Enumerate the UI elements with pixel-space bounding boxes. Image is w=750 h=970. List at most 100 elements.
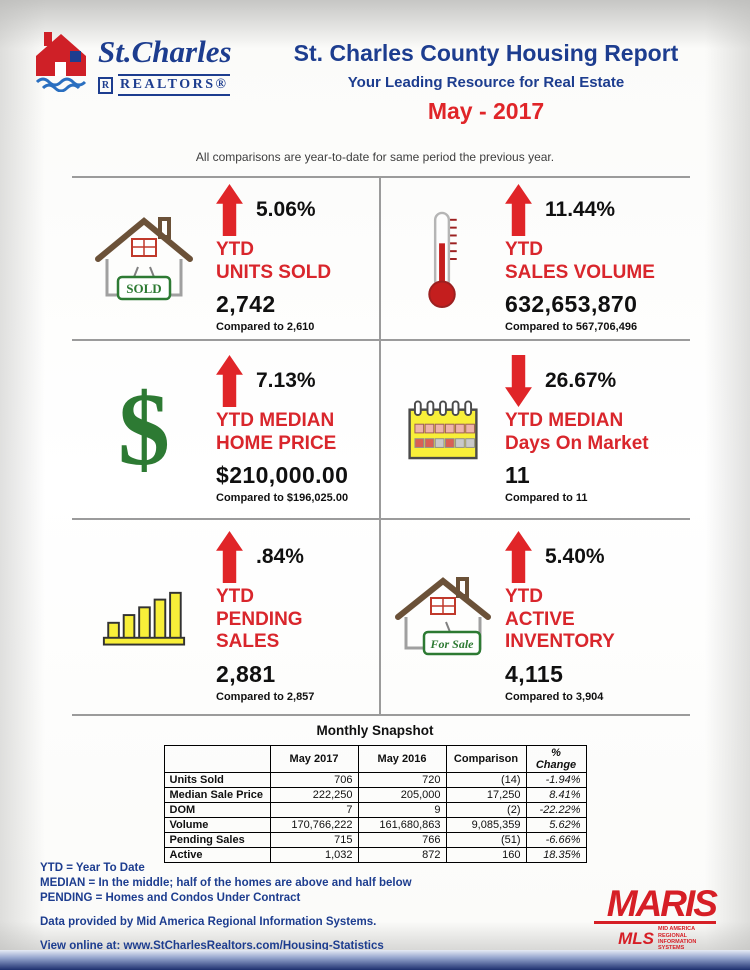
stat-percent: 5.40% <box>545 545 605 569</box>
mls-label: MLS <box>618 929 654 949</box>
cell-comparison: (14) <box>445 772 527 788</box>
maris-wordmark: MARIS <box>606 883 718 924</box>
stat-block: 26.67% YTD MEDIAN Days On Market 11 Comp… <box>505 355 649 504</box>
col-comparison: Comparison <box>445 745 527 773</box>
for-sale-house-icon: For Sale <box>381 574 505 660</box>
stat-label: UNITS SOLD <box>216 261 332 283</box>
stat-compared: Compared to $196,025.00 <box>216 491 349 504</box>
comparison-note: All comparisons are year-to-date for sam… <box>195 150 555 164</box>
stat-median-home-price: $ 7.13% YTD MEDIAN HOME PRICE $210,000.0… <box>72 341 381 520</box>
cell-may2016: 205,000 <box>357 787 447 803</box>
stat-percent: 26.67% <box>545 369 617 393</box>
page-subtitle: Your Leading Resource for Real Estate <box>347 74 625 91</box>
logo-realtors-label: REALTORS® <box>118 74 231 96</box>
stat-label: YTD <box>505 586 543 608</box>
cell-may2017: 170,766,222 <box>269 817 359 833</box>
logo-sub: R REALTORS® <box>98 74 232 96</box>
red-house-logo-icon <box>34 30 90 97</box>
table-row: Pending Sales 715 766 (51) -6.66% <box>163 832 587 848</box>
footnotes: YTD = Year To Date MEDIAN = In the middl… <box>40 861 585 954</box>
cell-change: 5.62% <box>525 817 587 833</box>
thermometer-icon <box>381 210 505 308</box>
row-label: Volume <box>163 817 271 833</box>
stat-label: YTD MEDIAN <box>505 410 624 432</box>
up-arrow-icon <box>216 184 243 237</box>
stat-label: Days On Market <box>505 432 649 454</box>
up-arrow-icon <box>505 531 532 584</box>
page-title: St. Charles County Housing Report <box>293 40 679 66</box>
table-row: Units Sold 706 720 (14) -1.94% <box>163 772 587 788</box>
definition-ytd: YTD = Year To Date <box>40 862 145 874</box>
stat-label: PENDING <box>216 608 303 630</box>
view-online-link[interactable]: View online at: www.StCharlesRealtors.co… <box>40 939 384 952</box>
stat-label: SALES <box>216 631 280 653</box>
stat-label: ACTIVE <box>505 608 575 630</box>
stat-block: 7.13% YTD MEDIAN HOME PRICE $210,000.00 … <box>216 355 348 504</box>
stat-value: 4,115 <box>505 660 564 687</box>
row-label: Units Sold <box>163 772 271 788</box>
cell-may2017: 715 <box>269 832 359 848</box>
stat-label: YTD <box>505 239 543 261</box>
table-row: Median Sale Price 222,250 205,000 17,250… <box>163 787 587 803</box>
report-titles: St. Charles County Housing Report Your L… <box>256 26 716 125</box>
logo-text: St.Charles R REALTORS® <box>98 36 232 96</box>
cell-change: 8.41% <box>525 787 587 803</box>
stat-value: 2,881 <box>216 660 276 687</box>
cell-may2016: 9 <box>357 802 447 818</box>
stat-value: 632,653,870 <box>505 290 638 317</box>
stat-label: YTD <box>216 586 254 608</box>
col-may-2017: May 2017 <box>269 745 359 773</box>
bar-chart-icon <box>72 588 216 646</box>
dollar-icon: $ <box>118 371 170 487</box>
snapshot-title: Monthly Snapshot <box>316 723 434 738</box>
down-arrow-icon <box>505 355 532 408</box>
monthly-snapshot-table: May 2017 May 2016 Comparison % Change Un… <box>163 745 587 863</box>
stat-percent: 7.13% <box>256 369 316 393</box>
sold-sign-label: SOLD <box>126 281 161 296</box>
col-percent-change: % Change <box>525 745 587 773</box>
cell-change: -1.94% <box>525 772 587 788</box>
maris-bottom: MLS MID AMERICA REGIONAL INFORMATION SYS… <box>594 921 716 951</box>
stat-percent: .84% <box>256 545 304 569</box>
stat-compared: Compared to 3,904 <box>505 690 604 703</box>
table-header-row: May 2017 May 2016 Comparison % Change <box>163 745 587 773</box>
stat-compared: Compared to 2,610 <box>216 320 315 333</box>
stat-block: 5.40% YTD ACTIVE INVENTORY 4,115 Compare… <box>505 531 615 703</box>
stat-pending-sales: .84% YTD PENDING SALES 2,881 Compared to… <box>72 520 381 714</box>
logo-name: St.Charles <box>98 34 232 69</box>
up-arrow-icon <box>505 184 532 237</box>
cell-comparison: (2) <box>445 802 527 818</box>
stat-compared: Compared to 567,706,496 <box>505 320 638 333</box>
definition-pending: PENDING = Homes and Condos Under Contrac… <box>40 891 301 904</box>
up-arrow-icon <box>216 355 243 408</box>
bottom-accent-bar <box>0 950 750 970</box>
cell-comparison: 9,085,359 <box>445 817 527 833</box>
stat-block: 5.06% YTD UNITS SOLD 2,742 Compared to 2… <box>216 184 331 333</box>
calendar-icon <box>381 399 505 460</box>
monthly-snapshot-section: Monthly Snapshot May 2017 May 2016 Compa… <box>0 723 750 863</box>
stat-block: .84% YTD PENDING SALES 2,881 Compared to… <box>216 531 314 703</box>
cell-may2017: 222,250 <box>269 787 359 803</box>
cell-change: -6.66% <box>525 832 587 848</box>
report-header: St.Charles R REALTORS® St. Charles Count… <box>34 26 716 125</box>
cell-may2017: 706 <box>269 772 359 788</box>
cell-may2016: 161,680,863 <box>357 817 447 833</box>
stat-label: HOME PRICE <box>216 432 337 454</box>
stat-label: SALES VOLUME <box>505 261 655 283</box>
col-may-2016: May 2016 <box>357 745 447 773</box>
cell-may2016: 766 <box>357 832 447 848</box>
report-period: May - 2017 <box>427 98 545 124</box>
stat-label: YTD MEDIAN <box>216 410 335 432</box>
stat-value: $210,000.00 <box>216 461 349 488</box>
stat-block: 11.44% YTD SALES VOLUME 632,653,870 Comp… <box>505 184 655 333</box>
cell-change: -22.22% <box>525 802 587 818</box>
data-source-note: Data provided by Mid America Regional In… <box>40 915 377 928</box>
for-sale-sign-label: For Sale <box>429 637 474 651</box>
stat-label: YTD <box>216 239 254 261</box>
table-row: DOM 7 9 (2) -22.22% <box>163 802 587 818</box>
stat-percent: 11.44% <box>545 198 616 222</box>
stat-value: 11 <box>505 461 531 488</box>
stcharles-realtors-logo: St.Charles R REALTORS® <box>34 26 256 125</box>
stat-label: INVENTORY <box>505 631 615 653</box>
